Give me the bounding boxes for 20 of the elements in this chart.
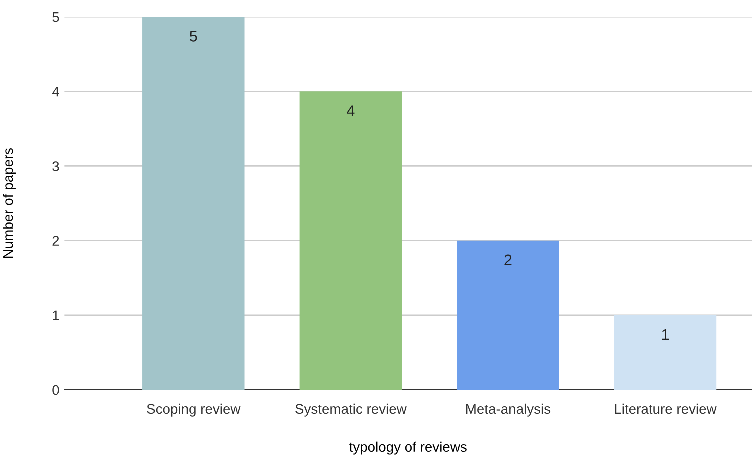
y-tick-label: 5: [52, 12, 60, 22]
data-label: 4: [347, 106, 355, 116]
y-axis-title: Number of papers: [3, 148, 16, 258]
bar: [142, 17, 245, 390]
data-label: 5: [190, 31, 198, 42]
y-tick-label: 4: [52, 87, 60, 97]
bar: [614, 315, 717, 390]
data-label: 1: [662, 330, 669, 340]
y-tick-label: 3: [52, 162, 60, 172]
data-label: 2: [504, 254, 512, 266]
y-tick-label: 2: [52, 236, 60, 246]
y-tick-label: 0: [52, 385, 60, 396]
x-tick-label: Literature review: [615, 404, 717, 414]
bar: [300, 92, 402, 390]
x-tick-label: Meta-analysis: [466, 404, 551, 417]
x-tick-label: Scoping review: [147, 404, 241, 417]
x-tick-label: Systematic review: [296, 404, 407, 417]
y-tick-label: 1: [53, 310, 60, 320]
bar: [457, 240, 560, 390]
x-axis-title: typology of reviews: [349, 442, 467, 455]
